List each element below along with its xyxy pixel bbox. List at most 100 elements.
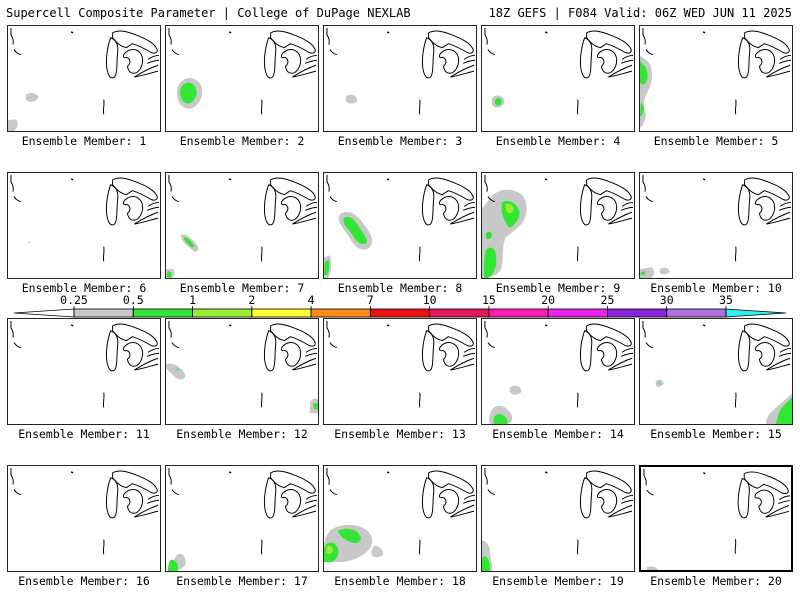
scp-shading bbox=[25, 92, 39, 102]
colorbar-level-label: 4 bbox=[308, 293, 315, 307]
ensemble-map-panel bbox=[639, 172, 793, 279]
scp-shading bbox=[8, 119, 18, 131]
ensemble-map-panel bbox=[639, 465, 793, 572]
colorbar-level-label: 30 bbox=[660, 293, 674, 307]
map-coastline bbox=[326, 174, 476, 262]
ensemble-map-svg bbox=[10, 320, 160, 408]
scp-shading bbox=[183, 237, 195, 248]
map-coastline bbox=[168, 27, 318, 115]
ensemble-map-panel bbox=[481, 25, 635, 132]
ensemble-member-label: Ensemble Member: 5 bbox=[653, 134, 779, 148]
ensemble-member-label: Ensemble Member: 1 bbox=[21, 134, 147, 148]
ensemble-map-panel bbox=[165, 465, 319, 572]
ensemble-member-label: Ensemble Member: 10 bbox=[650, 281, 782, 295]
ensemble-member-label: Ensemble Member: 6 bbox=[21, 281, 147, 295]
scp-shading bbox=[27, 241, 31, 244]
map-title: Supercell Composite Parameter | College … bbox=[6, 6, 411, 20]
ensemble-map-panel bbox=[323, 318, 477, 425]
ensemble-map-svg bbox=[326, 27, 476, 115]
colorbar-level-label: 20 bbox=[541, 293, 555, 307]
ensemble-member-label: Ensemble Member: 19 bbox=[492, 574, 624, 588]
ensemble-map-svg bbox=[482, 467, 634, 571]
scp-shading bbox=[166, 363, 186, 380]
map-coastline bbox=[484, 320, 634, 408]
scp-shading bbox=[494, 98, 502, 106]
ensemble-map-panel bbox=[7, 318, 161, 425]
ensemble-map-svg bbox=[640, 27, 792, 129]
scp-shading bbox=[509, 385, 522, 395]
colorbar-segment bbox=[251, 308, 312, 318]
scp-shading bbox=[325, 545, 333, 555]
colorbar-segment bbox=[666, 308, 727, 318]
map-coastline bbox=[642, 174, 792, 262]
map-coastline bbox=[484, 467, 634, 555]
map-coastline bbox=[643, 468, 791, 554]
scp-shading bbox=[646, 566, 659, 570]
map-coastline bbox=[168, 174, 318, 262]
ensemble-map-svg bbox=[642, 320, 792, 424]
colorbar-segment bbox=[429, 308, 490, 318]
ensemble-map-svg bbox=[166, 174, 318, 278]
colorbar-segment bbox=[73, 308, 134, 318]
valid-time-label: 18Z GEFS | F084 Valid: 06Z WED JUN 11 20… bbox=[488, 6, 792, 20]
ensemble-map-svg bbox=[324, 467, 476, 563]
scp-shading bbox=[324, 260, 330, 276]
scp-shading bbox=[493, 414, 508, 424]
ensemble-member-label: Ensemble Member: 3 bbox=[337, 134, 463, 148]
colorbar-segment bbox=[192, 308, 253, 318]
scp-shading bbox=[371, 545, 384, 558]
scp-shading bbox=[482, 556, 490, 571]
colorbar-level-label: 25 bbox=[601, 293, 615, 307]
ensemble-map-panel bbox=[7, 25, 161, 132]
colorbar-low-arrow bbox=[13, 308, 75, 318]
colorbar-level-label: 2 bbox=[248, 293, 255, 307]
ensemble-map-svg bbox=[640, 174, 792, 278]
ensemble-map-svg bbox=[324, 174, 476, 278]
ensemble-map-panel bbox=[639, 25, 793, 132]
colorbar-level-label: 10 bbox=[423, 293, 437, 307]
scp-shading bbox=[167, 559, 178, 571]
map-coastline bbox=[642, 27, 792, 115]
colorbar-high-arrow bbox=[725, 308, 787, 318]
colorbar-segment bbox=[310, 308, 371, 318]
ensemble-member-label: Ensemble Member: 20 bbox=[650, 574, 782, 588]
ensemble-map-panel bbox=[323, 465, 477, 572]
ensemble-map-panel bbox=[481, 465, 635, 572]
scp-shading bbox=[640, 267, 654, 278]
scp-shading bbox=[776, 397, 792, 424]
ensemble-member-label: Ensemble Member: 12 bbox=[176, 427, 308, 441]
ensemble-map-svg bbox=[10, 467, 160, 555]
ensemble-map-svg bbox=[8, 27, 160, 131]
map-coastline bbox=[168, 467, 318, 555]
color-scale-bar: 0.25 0.5 1 2 4 7 10 15 20 25 30 35 bbox=[13, 293, 787, 318]
scp-shading bbox=[485, 231, 492, 240]
map-coastline bbox=[326, 320, 476, 408]
colorbar-level-label: 0.5 bbox=[123, 293, 144, 307]
colorbar-segment bbox=[488, 308, 549, 318]
ensemble-member-label: Ensemble Member: 9 bbox=[495, 281, 621, 295]
ensemble-member-label: Ensemble Member: 8 bbox=[337, 281, 463, 295]
ensemble-map-svg bbox=[482, 174, 634, 278]
ensemble-map-panel bbox=[7, 172, 161, 279]
ensemble-map-panel bbox=[165, 25, 319, 132]
ensemble-member-label: Ensemble Member: 15 bbox=[650, 427, 782, 441]
colorbar-level-label: 15 bbox=[482, 293, 496, 307]
ensemble-map-panel bbox=[7, 465, 161, 572]
ensemble-member-label: Ensemble Member: 16 bbox=[18, 574, 150, 588]
ensemble-map-svg bbox=[643, 468, 791, 570]
map-coastline bbox=[326, 27, 476, 115]
ensemble-member-label: Ensemble Member: 4 bbox=[495, 134, 621, 148]
ensemble-map-svg bbox=[484, 320, 634, 424]
colorbar-level-label: 7 bbox=[367, 293, 374, 307]
scp-shading bbox=[313, 403, 318, 410]
scp-shading bbox=[659, 267, 670, 275]
ensemble-map-svg bbox=[326, 320, 476, 408]
colorbar-segment bbox=[369, 308, 431, 318]
scp-shading bbox=[640, 102, 644, 117]
map-coastline bbox=[484, 27, 634, 115]
colorbar-segment bbox=[607, 308, 668, 318]
ensemble-member-label: Ensemble Member: 7 bbox=[179, 281, 305, 295]
scp-shading bbox=[640, 271, 645, 276]
ensemble-member-label: Ensemble Member: 17 bbox=[176, 574, 308, 588]
ensemble-map-panel bbox=[481, 172, 635, 279]
